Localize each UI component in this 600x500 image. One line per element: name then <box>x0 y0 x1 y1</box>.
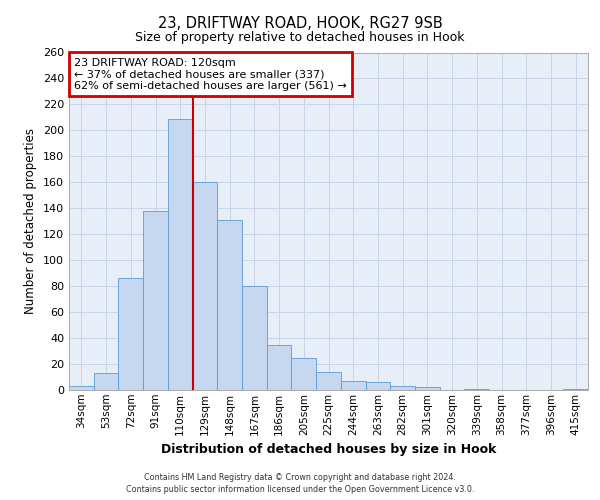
X-axis label: Distribution of detached houses by size in Hook: Distribution of detached houses by size … <box>161 443 496 456</box>
Bar <box>217 220 242 390</box>
Bar <box>292 358 316 390</box>
Bar <box>464 388 489 390</box>
Text: 23, DRIFTWAY ROAD, HOOK, RG27 9SB: 23, DRIFTWAY ROAD, HOOK, RG27 9SB <box>158 16 442 31</box>
Bar <box>267 344 292 390</box>
Bar <box>69 386 94 390</box>
Bar <box>316 372 341 390</box>
Bar <box>563 388 588 390</box>
Bar <box>390 386 415 390</box>
Text: Contains HM Land Registry data © Crown copyright and database right 2024.
Contai: Contains HM Land Registry data © Crown c… <box>126 472 474 494</box>
Bar <box>415 388 440 390</box>
Y-axis label: Number of detached properties: Number of detached properties <box>25 128 37 314</box>
Bar <box>143 211 168 390</box>
Text: Size of property relative to detached houses in Hook: Size of property relative to detached ho… <box>135 31 465 44</box>
Bar <box>341 381 365 390</box>
Bar <box>168 118 193 390</box>
Bar <box>193 182 217 390</box>
Bar <box>242 286 267 390</box>
Text: 23 DRIFTWAY ROAD: 120sqm
← 37% of detached houses are smaller (337)
62% of semi-: 23 DRIFTWAY ROAD: 120sqm ← 37% of detach… <box>74 58 347 91</box>
Bar <box>94 373 118 390</box>
Bar <box>365 382 390 390</box>
Bar <box>118 278 143 390</box>
